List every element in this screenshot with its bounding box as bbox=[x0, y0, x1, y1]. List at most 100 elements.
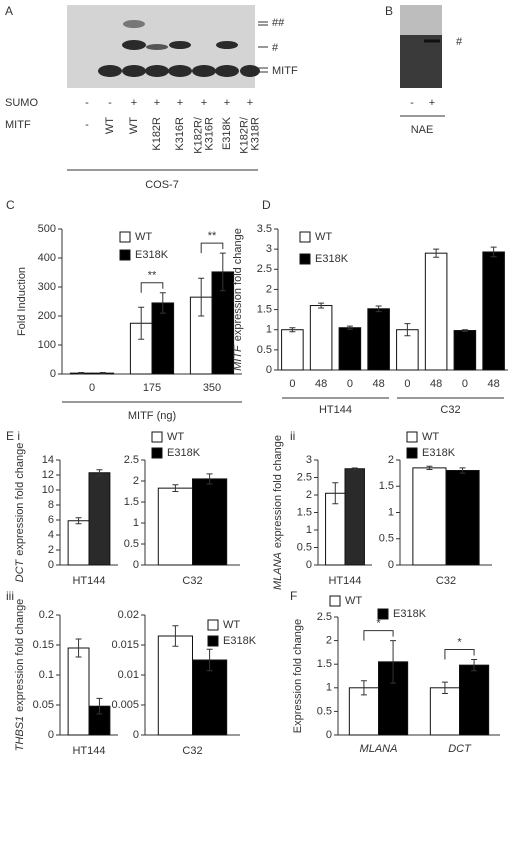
row-label: SUMO bbox=[5, 97, 38, 109]
y-tick-label: 0 bbox=[133, 729, 139, 741]
x-tick-label: 0 bbox=[462, 378, 468, 390]
y-tick-label: 0 bbox=[48, 729, 54, 741]
bar bbox=[424, 252, 448, 371]
y-tick-label: 2 bbox=[306, 489, 312, 501]
y-axis-gene: DCT bbox=[14, 558, 26, 582]
legend-swatch bbox=[406, 431, 418, 443]
y-tick-label: 3 bbox=[266, 243, 272, 255]
y-tick-label: 0 bbox=[306, 559, 312, 571]
legend-label: E318K bbox=[422, 447, 456, 459]
y-tick-label: 2.5 bbox=[317, 611, 332, 623]
sumo-sign: - bbox=[85, 97, 89, 109]
legend-swatch bbox=[151, 431, 163, 443]
error-bar bbox=[206, 648, 213, 672]
sumo-sign: + bbox=[201, 97, 207, 109]
y-tick-label: 4 bbox=[48, 529, 54, 541]
y-tick-label: 3.5 bbox=[257, 223, 272, 235]
y-axis-gene: MITF bbox=[232, 344, 244, 371]
legend-label: WT bbox=[315, 231, 332, 243]
error-bar bbox=[172, 484, 179, 492]
lane-label: K182R/ bbox=[238, 116, 250, 154]
x-tick-label: 175 bbox=[143, 382, 161, 394]
sumo-sign: + bbox=[131, 97, 137, 109]
y-tick-label: 1.5 bbox=[124, 496, 139, 508]
significance-bracket bbox=[200, 242, 224, 254]
legend-swatch bbox=[299, 231, 311, 243]
error-bar bbox=[351, 467, 358, 470]
y-tick-label: 0.02 bbox=[118, 609, 139, 621]
panel-label: D bbox=[262, 198, 271, 212]
y-tick-label: 2 bbox=[48, 544, 54, 556]
bar bbox=[344, 468, 365, 566]
y-tick-label: 0.5 bbox=[297, 541, 312, 553]
treatment: NAE bbox=[411, 124, 434, 136]
x-axis-label: MITF (ng) bbox=[128, 410, 176, 422]
y-tick-label: 0 bbox=[388, 559, 394, 571]
bar bbox=[88, 472, 111, 566]
bar bbox=[429, 687, 460, 736]
panel-label: E i bbox=[6, 429, 20, 443]
y-tick-label: 2.5 bbox=[297, 471, 312, 483]
y-tick-label: 0.5 bbox=[379, 533, 394, 545]
y-tick-label: 0 bbox=[266, 364, 272, 376]
significance-label: ** bbox=[208, 230, 217, 242]
error-bar bbox=[441, 681, 448, 694]
bar bbox=[192, 659, 228, 736]
x-axis-label: HT144 bbox=[72, 575, 105, 587]
group-label: HT144 bbox=[319, 404, 352, 416]
bar bbox=[453, 330, 477, 371]
error-bar bbox=[318, 302, 325, 309]
y-tick-label: 6 bbox=[48, 514, 54, 526]
y-tick-label: 0.5 bbox=[257, 344, 272, 356]
lane-label: - bbox=[85, 119, 89, 131]
error-bar bbox=[360, 680, 367, 696]
legend-label: WT bbox=[345, 595, 362, 607]
error-bar bbox=[490, 246, 497, 258]
bar bbox=[338, 327, 362, 371]
bar bbox=[412, 467, 447, 566]
lane-label: E318K bbox=[221, 116, 233, 150]
y-axis-label-text: expression fold change bbox=[14, 443, 26, 556]
bar bbox=[482, 251, 505, 371]
x-tick-label: 48 bbox=[488, 378, 500, 390]
x-axis-label: C32 bbox=[182, 745, 202, 757]
x-tick-label: 48 bbox=[430, 378, 442, 390]
error-bar bbox=[219, 252, 226, 292]
error-bar bbox=[78, 372, 85, 375]
y-tick-label: 1 bbox=[326, 682, 332, 694]
legend-label: E318K bbox=[223, 635, 257, 647]
y-tick-label: 1.5 bbox=[257, 303, 272, 315]
x-axis-label: HT144 bbox=[72, 745, 105, 757]
bar bbox=[309, 305, 333, 371]
y-tick-label: 0.01 bbox=[118, 669, 139, 681]
error-bar bbox=[375, 305, 382, 313]
sumo-sign: + bbox=[154, 97, 160, 109]
significance-bracket bbox=[444, 648, 475, 660]
y-axis-label: Expression fold change bbox=[292, 619, 304, 733]
legend-label: WT bbox=[422, 431, 439, 443]
lane-label: K182R/ bbox=[192, 116, 204, 154]
error-bar bbox=[346, 325, 353, 330]
error-bar bbox=[75, 638, 82, 658]
error-bar bbox=[404, 323, 411, 337]
bar bbox=[151, 302, 175, 375]
y-axis-gene: MLANA bbox=[272, 552, 284, 590]
y-tick-label: 1.5 bbox=[379, 480, 394, 492]
y-tick-label: 14 bbox=[42, 454, 54, 466]
y-tick-label: 2 bbox=[133, 475, 139, 487]
y-axis-label: MITF expression fold change bbox=[232, 228, 244, 371]
legend-swatch bbox=[406, 447, 418, 459]
legend-label: E318K bbox=[393, 608, 427, 620]
significance-label: ** bbox=[148, 270, 157, 282]
y-tick-label: 2 bbox=[266, 283, 272, 295]
y-tick-label: 2.5 bbox=[257, 263, 272, 275]
y-tick-label: 0 bbox=[50, 368, 56, 380]
error-bar bbox=[471, 658, 478, 672]
legend-label: E318K bbox=[315, 253, 349, 265]
bar bbox=[67, 520, 90, 566]
bar bbox=[157, 635, 194, 736]
error-bar bbox=[159, 292, 166, 314]
panel-label: A bbox=[5, 4, 13, 18]
x-tick-label: 48 bbox=[373, 378, 385, 390]
legend-swatch bbox=[329, 595, 341, 607]
